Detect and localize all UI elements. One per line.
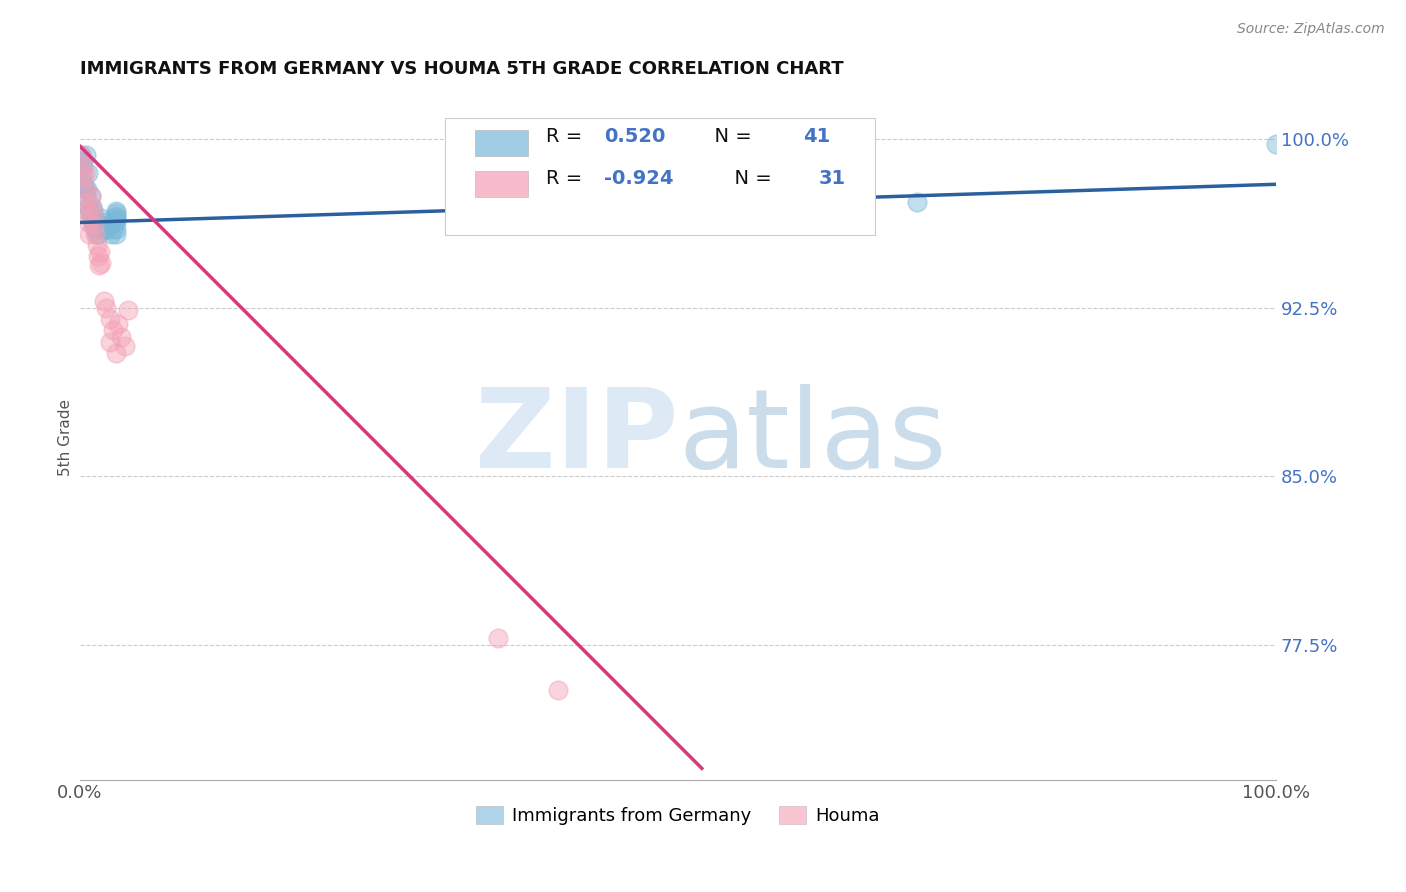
Text: Source: ZipAtlas.com: Source: ZipAtlas.com — [1237, 22, 1385, 37]
Point — [87, 249, 110, 263]
Point — [87, 227, 110, 241]
Point — [114, 339, 136, 353]
Point — [94, 222, 117, 236]
Text: N =: N = — [702, 128, 758, 146]
Point — [87, 218, 110, 232]
FancyBboxPatch shape — [444, 119, 876, 235]
Point — [76, 182, 98, 196]
Point — [77, 200, 100, 214]
Point — [547, 682, 569, 697]
Point — [73, 182, 96, 196]
Point — [104, 211, 127, 225]
Point — [79, 204, 101, 219]
Text: -0.924: -0.924 — [603, 169, 673, 187]
Text: atlas: atlas — [678, 384, 946, 491]
Point — [75, 195, 97, 210]
Point — [79, 188, 101, 202]
Point — [72, 159, 94, 173]
Point — [75, 188, 97, 202]
Point — [104, 213, 127, 227]
Point — [72, 170, 94, 185]
Point — [73, 166, 96, 180]
Text: R =: R = — [547, 169, 589, 187]
Text: N =: N = — [723, 169, 778, 187]
Point — [87, 258, 110, 272]
Point — [72, 154, 94, 169]
Point — [84, 222, 107, 236]
Point — [76, 204, 98, 219]
Text: 41: 41 — [803, 128, 831, 146]
Point — [98, 312, 121, 326]
Point — [104, 227, 127, 241]
Point — [93, 218, 115, 232]
Point — [86, 227, 108, 241]
Point — [84, 227, 107, 241]
Point — [104, 204, 127, 219]
Point — [96, 301, 118, 315]
Point — [104, 222, 127, 236]
Point — [104, 206, 127, 220]
Point — [72, 166, 94, 180]
Point — [98, 334, 121, 349]
Point — [98, 218, 121, 232]
Point — [110, 330, 132, 344]
Point — [117, 303, 139, 318]
Point — [1265, 136, 1288, 151]
Point — [905, 195, 928, 210]
Legend: Immigrants from Germany, Houma: Immigrants from Germany, Houma — [470, 798, 887, 832]
Point — [79, 211, 101, 225]
Point — [100, 227, 122, 241]
FancyBboxPatch shape — [475, 171, 529, 197]
Point — [75, 148, 97, 162]
Point — [104, 345, 127, 359]
Point — [80, 200, 103, 214]
Text: IMMIGRANTS FROM GERMANY VS HOUMA 5TH GRADE CORRELATION CHART: IMMIGRANTS FROM GERMANY VS HOUMA 5TH GRA… — [80, 60, 844, 78]
Text: 31: 31 — [820, 169, 846, 187]
Point — [80, 200, 103, 214]
Point — [104, 209, 127, 223]
Point — [72, 178, 94, 192]
Point — [488, 631, 510, 645]
Point — [73, 182, 96, 196]
Point — [79, 227, 101, 241]
Point — [104, 215, 127, 229]
FancyBboxPatch shape — [475, 130, 529, 156]
Point — [79, 188, 101, 202]
Point — [103, 323, 125, 337]
Point — [86, 238, 108, 252]
Point — [93, 294, 115, 309]
Point — [82, 218, 104, 232]
Point — [77, 215, 100, 229]
Point — [82, 209, 104, 223]
Point — [82, 204, 104, 219]
Point — [83, 218, 105, 232]
Point — [90, 256, 112, 270]
Text: 0.520: 0.520 — [603, 128, 665, 146]
Point — [89, 244, 111, 259]
Point — [96, 222, 118, 236]
Point — [70, 148, 93, 162]
Point — [89, 222, 111, 236]
Y-axis label: 5th Grade: 5th Grade — [58, 399, 73, 475]
Text: ZIP: ZIP — [475, 384, 678, 491]
Point — [77, 166, 100, 180]
Point — [72, 159, 94, 173]
Point — [70, 148, 93, 162]
Point — [83, 211, 105, 225]
Point — [96, 215, 118, 229]
Point — [90, 211, 112, 225]
Point — [103, 222, 125, 236]
Text: R =: R = — [547, 128, 589, 146]
Point — [107, 317, 129, 331]
